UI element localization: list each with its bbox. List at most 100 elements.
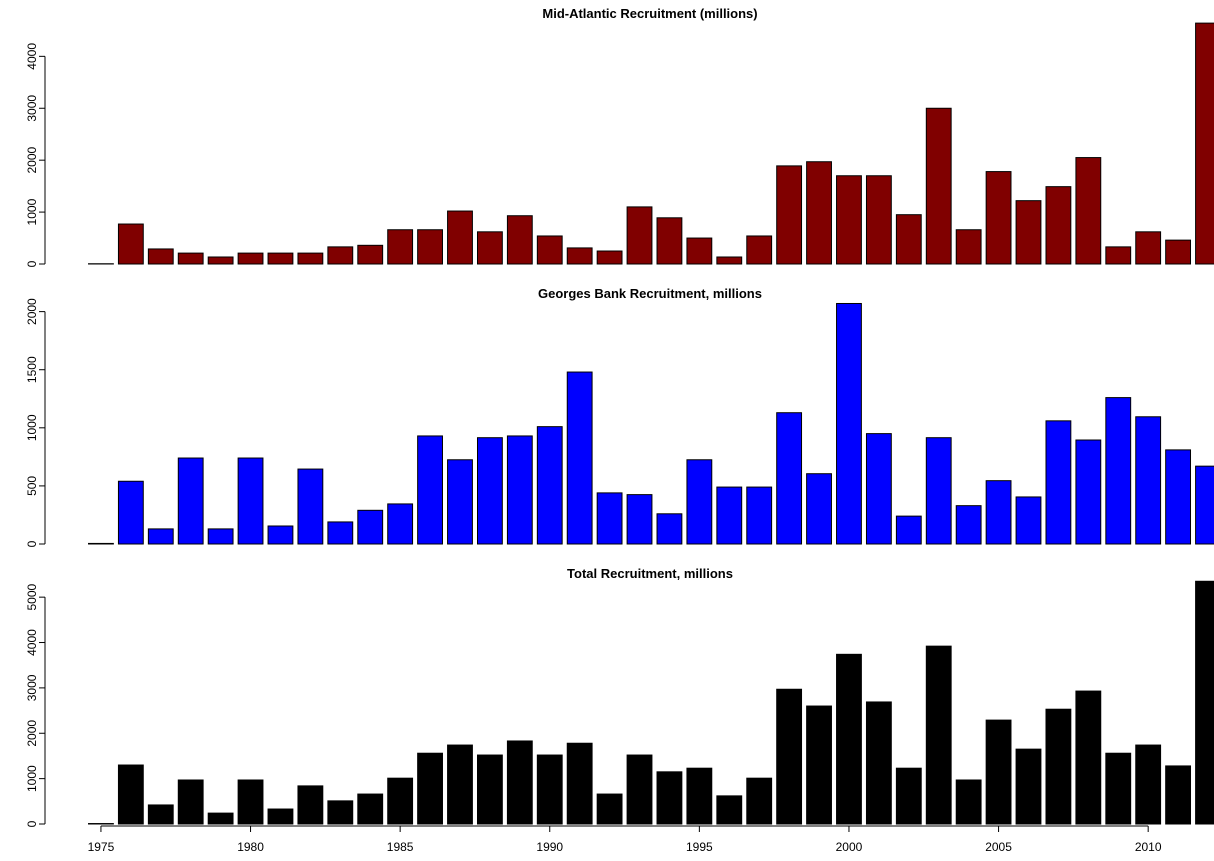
bar	[147, 528, 174, 545]
bar	[1045, 186, 1072, 265]
bar	[566, 371, 593, 545]
bar	[417, 752, 443, 825]
y-tick-label: 0	[25, 820, 39, 827]
bar	[716, 486, 743, 545]
bar	[716, 256, 743, 265]
bar	[686, 237, 713, 265]
bar	[596, 492, 623, 545]
bar	[297, 468, 324, 545]
bar	[357, 244, 384, 265]
bar	[297, 785, 324, 825]
bar	[387, 503, 414, 545]
bar	[237, 457, 264, 545]
bar	[895, 767, 922, 825]
bar	[327, 800, 354, 825]
bar	[836, 175, 862, 265]
x-tick-label: 1990	[536, 840, 563, 854]
bar	[1165, 449, 1192, 545]
bar	[985, 719, 1012, 825]
bar	[207, 528, 234, 545]
bar	[596, 793, 623, 825]
x-tick-label: 1985	[387, 840, 414, 854]
bar	[536, 754, 563, 825]
bar	[776, 688, 803, 825]
bar	[357, 793, 384, 825]
bar	[776, 412, 803, 545]
bar	[1195, 22, 1214, 265]
bar	[117, 223, 144, 265]
x-tick-label: 2000	[836, 840, 863, 854]
bar	[656, 771, 683, 825]
y-tick-label: 0	[25, 260, 39, 267]
bar	[1135, 231, 1162, 265]
bar	[626, 754, 653, 825]
bar	[267, 808, 294, 825]
bar	[865, 175, 892, 265]
bar	[1105, 397, 1132, 545]
bar	[1075, 439, 1102, 545]
bar	[207, 256, 234, 265]
bar	[506, 215, 533, 265]
bar	[955, 779, 982, 825]
bar	[447, 210, 473, 265]
bar	[686, 767, 713, 825]
bar	[1165, 765, 1192, 825]
bar	[237, 252, 264, 265]
y-tick-label: 4000	[25, 629, 39, 656]
bar	[476, 231, 503, 265]
bar	[117, 764, 144, 825]
bars	[88, 22, 1214, 265]
x-tick-label: 1975	[88, 840, 115, 854]
bar	[1105, 246, 1132, 265]
y-tick-label: 3000	[25, 674, 39, 701]
bar	[1015, 200, 1042, 265]
y-tick-label: 5000	[25, 583, 39, 610]
y-tick-label: 1000	[25, 765, 39, 792]
bar	[955, 505, 982, 545]
bar	[566, 742, 593, 825]
bar	[417, 229, 443, 265]
bar	[806, 473, 832, 545]
x-tick-label: 1995	[686, 840, 713, 854]
bar	[147, 804, 174, 825]
y-tick-label: 1000	[25, 414, 39, 441]
bar	[716, 795, 743, 825]
bar	[836, 302, 862, 545]
bar	[596, 250, 623, 265]
bar	[177, 457, 204, 545]
bar	[147, 248, 174, 265]
bars	[88, 302, 1214, 545]
bar	[746, 235, 773, 265]
bar	[925, 645, 952, 825]
bars	[88, 580, 1214, 825]
bar	[536, 235, 563, 265]
bar	[806, 161, 832, 265]
bar	[865, 701, 892, 825]
bar	[327, 521, 354, 545]
x-tick-label: 2010	[1135, 840, 1162, 854]
bar	[177, 252, 204, 265]
bar	[746, 486, 773, 545]
bar	[865, 433, 892, 545]
bar	[476, 754, 503, 825]
chart-title: Total Recruitment, millions	[567, 566, 733, 581]
y-tick-label: 4000	[25, 43, 39, 70]
y-tick-label: 0	[25, 540, 39, 547]
bar	[357, 509, 384, 545]
bar	[267, 252, 294, 265]
bar	[656, 513, 683, 545]
bar	[387, 777, 414, 825]
y-tick-label: 500	[25, 476, 39, 496]
bar	[626, 206, 653, 265]
bar	[686, 459, 713, 545]
x-tick-label: 2005	[985, 840, 1012, 854]
bar	[1135, 744, 1162, 825]
bar	[776, 165, 803, 265]
bar	[1075, 690, 1102, 825]
bar	[985, 480, 1012, 545]
bar	[985, 171, 1012, 265]
bar	[1105, 752, 1132, 825]
bar	[417, 435, 443, 545]
